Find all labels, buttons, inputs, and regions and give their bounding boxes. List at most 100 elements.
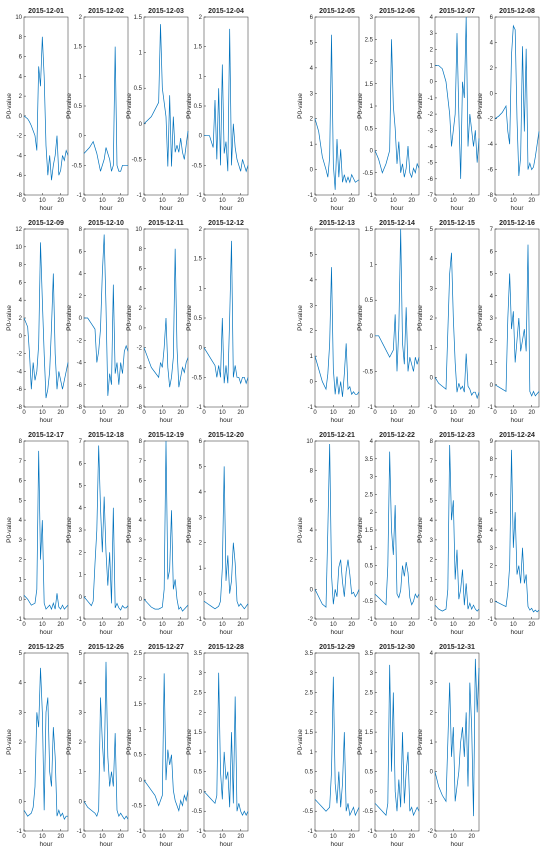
- y-axis-label: P0-value: [357, 517, 364, 543]
- x-axis-label: hour: [330, 629, 344, 636]
- y-tick-label: 3.5: [194, 651, 203, 657]
- y-tick-label: 1: [79, 573, 83, 579]
- y-tick-label: 3: [370, 671, 374, 677]
- y-tick-label: 2: [310, 329, 314, 335]
- plot-area: [314, 440, 360, 620]
- panel-title: 2015-12-04: [208, 8, 244, 15]
- y-tick-label: 4: [199, 490, 203, 496]
- x-tick-label: 10: [99, 410, 106, 416]
- y-tick-label: 2: [19, 740, 23, 746]
- y-tick-label: 0: [79, 595, 83, 601]
- x-tick-label: 0: [433, 834, 437, 840]
- x-tick-label: 10: [450, 622, 457, 628]
- y-tick-label: 2: [490, 338, 494, 344]
- y-tick-label: 3: [310, 91, 314, 97]
- panel-2015-12-02: 2015-12-02-1-0.500.511.520 10 20hourP0-val…: [66, 8, 129, 212]
- y-tick-label: 4: [310, 528, 314, 534]
- y-tick-label: -0.5: [192, 375, 203, 381]
- y-tick-label: 8: [139, 247, 143, 253]
- x-axis-label: hour: [330, 205, 344, 212]
- y-tick-label: 4: [79, 506, 83, 512]
- panel-title: 2015-12-18: [88, 432, 124, 439]
- y-tick-label: 4: [490, 40, 494, 46]
- y-tick-label: 2: [430, 316, 434, 322]
- y-tick-label: 1.5: [134, 15, 143, 21]
- y-tick-label: 2: [79, 294, 83, 300]
- panel-title: 2015-12-19: [148, 432, 184, 439]
- x-axis-label: hour: [99, 205, 113, 212]
- x-tick-label: 20: [348, 622, 355, 628]
- y-tick-label: 1: [430, 740, 434, 746]
- panel-title: 2015-12-29: [319, 644, 355, 651]
- x-axis-label: hour: [39, 205, 53, 212]
- x-tick-label: 0: [202, 622, 206, 628]
- y-tick-label: 2: [139, 306, 143, 312]
- panel-title: 2015-12-30: [379, 644, 415, 651]
- panel-2015-12-06: 2015-12-06 -1 -0.5 0 0.5 1 1.5 2 2.5 3 0 10 20 hour P0…: [357, 8, 420, 212]
- series-line: [84, 234, 129, 396]
- y-tick-label: -1: [197, 405, 203, 411]
- y-tick-label: 0: [430, 375, 434, 381]
- x-tick-label: 0: [493, 198, 497, 204]
- x-tick-label: 0: [82, 410, 86, 416]
- y-tick-label: 2: [19, 94, 23, 100]
- x-tick-label: 0: [202, 834, 206, 840]
- series-line: [143, 24, 189, 167]
- y-axis-label: P0-value: [357, 93, 364, 119]
- y-tick-label: 2: [19, 558, 23, 564]
- y-axis-label: P0-value: [126, 305, 133, 331]
- series-line: [314, 443, 360, 608]
- y-tick-label: 0: [199, 346, 203, 352]
- series-line: [143, 673, 189, 813]
- y-tick-label: 2: [199, 541, 203, 547]
- y-tick-label: 1: [430, 64, 434, 70]
- panel-2015-12-30: 2015-12-30 -1 -0.5 0 0.5 1 1.5 2 2.5 3 3.5 0 10 20 hou…: [357, 644, 420, 848]
- y-tick-label: 2: [79, 550, 83, 556]
- plot-area: [83, 440, 129, 620]
- y-tick-label: -4: [17, 369, 23, 375]
- y-axis-label: P0-value: [66, 729, 73, 755]
- x-axis-label: hour: [219, 205, 233, 212]
- y-axis-label: P0-value: [66, 305, 73, 331]
- panel-2015-12-08: 2015-12-08 -8 -6 -4 -2 0 2 4 6 0 10 20 hour P0-value: [477, 8, 540, 212]
- y-tick-label: 3: [310, 303, 314, 309]
- x-tick-label: 0: [433, 410, 437, 416]
- panel-2015-12-01: 2015-12-01 -8 -6 -4 -2 0 2 4 6 8 10 0 10 20 hour P0-val…: [6, 8, 69, 212]
- y-tick-label: 2: [310, 558, 314, 564]
- x-tick-label: 0: [433, 198, 437, 204]
- y-tick-label: 1: [490, 361, 494, 367]
- y-tick-label: -1: [77, 829, 83, 835]
- y-tick-label: -1: [488, 617, 494, 623]
- y-tick-label: -0.5: [72, 163, 83, 169]
- x-tick-label: 10: [159, 410, 166, 416]
- x-tick-label: 20: [408, 834, 415, 840]
- x-tick-label: 10: [390, 622, 397, 628]
- y-tick-label: -1: [197, 829, 203, 835]
- y-tick-label: 6: [139, 267, 143, 273]
- y-tick-label: 0: [430, 80, 434, 86]
- y-tick-label: 2: [370, 510, 374, 516]
- y-tick-label: 4: [430, 257, 434, 263]
- x-tick-label: 20: [117, 410, 124, 416]
- series-line: [23, 242, 69, 399]
- series-line: [203, 672, 249, 817]
- y-axis-label: P0-value: [6, 93, 13, 119]
- y-tick-label: 2.5: [365, 691, 374, 697]
- y-tick-label: 0: [490, 383, 494, 389]
- y-tick-label: -2: [308, 617, 314, 623]
- plot-area: [374, 652, 420, 832]
- y-tick-label: 6: [430, 479, 434, 485]
- y-axis-label: P0-value: [297, 517, 304, 543]
- y-tick-label: 0: [370, 581, 374, 587]
- y-tick-label: -1: [308, 405, 314, 411]
- y-tick-label: 4: [490, 528, 494, 534]
- panel-title: 2015-12-05: [319, 8, 355, 15]
- y-tick-label: 1: [199, 74, 203, 80]
- y-tick-label: 0: [490, 91, 494, 97]
- y-tick-label: 0: [430, 770, 434, 776]
- y-tick-label: 6: [490, 492, 494, 498]
- x-axis-label: hour: [99, 629, 113, 636]
- y-tick-label: 1.5: [194, 45, 203, 51]
- x-tick-label: 0: [82, 622, 86, 628]
